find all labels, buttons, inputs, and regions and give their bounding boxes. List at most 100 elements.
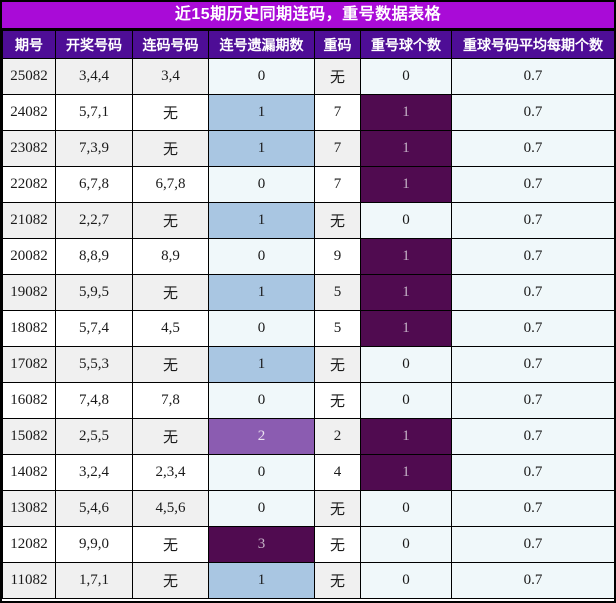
average-cell: 0.7 bbox=[451, 274, 614, 311]
period-cell: 18082 bbox=[2, 310, 56, 347]
table-row: 11082 1,7,1 无 1 无 0 0.7 bbox=[2, 562, 614, 599]
period-cell: 21082 bbox=[2, 202, 56, 239]
average-cell: 0.7 bbox=[451, 130, 614, 167]
table-row: 21082 2,2,7 无 1 无 0 0.7 bbox=[2, 202, 614, 239]
repeat-number-cell: 无 bbox=[314, 202, 361, 239]
gap-periods-cell: 0 bbox=[208, 490, 315, 527]
header-row: 期号 开奖号码 连码号码 连号遗漏期数 重码 重号球个数 重球号码平均每期个数 bbox=[2, 30, 614, 59]
repeat-number-cell: 无 bbox=[314, 382, 361, 419]
repeat-number-cell: 4 bbox=[314, 454, 361, 491]
repeat-count-cell: 1 bbox=[360, 310, 452, 347]
gap-periods-cell: 0 bbox=[208, 238, 315, 275]
table-row: 20082 8,8,9 8,9 0 9 1 0.7 bbox=[2, 238, 614, 275]
period-cell: 12082 bbox=[2, 526, 56, 563]
table-row: 13082 5,4,6 4,5,6 0 无 0 0.7 bbox=[2, 490, 614, 527]
gap-periods-cell: 0 bbox=[208, 310, 315, 347]
consecutive-numbers-cell: 4,5,6 bbox=[132, 490, 209, 527]
period-cell: 24082 bbox=[2, 94, 56, 131]
period-cell: 17082 bbox=[2, 346, 56, 383]
period-cell: 11082 bbox=[2, 562, 56, 599]
winning-numbers-cell: 7,3,9 bbox=[55, 130, 133, 167]
table-row: 25082 3,4,4 3,4 0 无 0 0.7 bbox=[2, 58, 614, 95]
repeat-number-cell: 无 bbox=[314, 58, 361, 95]
repeat-count-cell: 0 bbox=[360, 562, 452, 599]
consecutive-numbers-cell: 4,5 bbox=[132, 310, 209, 347]
winning-numbers-cell: 5,7,1 bbox=[55, 94, 133, 131]
consecutive-numbers-cell: 3,4 bbox=[132, 58, 209, 95]
repeat-count-cell: 1 bbox=[360, 130, 452, 167]
table-row: 14082 3,2,4 2,3,4 0 4 1 0.7 bbox=[2, 454, 614, 491]
table-body: 25082 3,4,4 3,4 0 无 0 0.7 24082 5,7,1 无 1 7 1 0.7 2308… bbox=[2, 58, 614, 599]
winning-numbers-cell: 5,7,4 bbox=[55, 310, 133, 347]
repeat-number-cell: 7 bbox=[314, 130, 361, 167]
period-cell: 20082 bbox=[2, 238, 56, 275]
table-row: 17082 5,5,3 无 1 无 0 0.7 bbox=[2, 346, 614, 383]
period-cell: 22082 bbox=[2, 166, 56, 203]
repeat-count-cell: 0 bbox=[360, 526, 452, 563]
header-cell-period: 期号 bbox=[2, 30, 56, 59]
winning-numbers-cell: 3,2,4 bbox=[55, 454, 133, 491]
average-cell: 0.7 bbox=[451, 382, 614, 419]
gap-periods-cell: 1 bbox=[208, 202, 315, 239]
winning-numbers-cell: 2,5,5 bbox=[55, 418, 133, 455]
average-cell: 0.7 bbox=[451, 346, 614, 383]
repeat-count-cell: 1 bbox=[360, 274, 452, 311]
table-row: 12082 9,9,0 无 3 无 0 0.7 bbox=[2, 526, 614, 563]
repeat-number-cell: 无 bbox=[314, 526, 361, 563]
repeat-number-cell: 7 bbox=[314, 166, 361, 203]
gap-periods-cell: 0 bbox=[208, 58, 315, 95]
average-cell: 0.7 bbox=[451, 238, 614, 275]
gap-periods-cell: 3 bbox=[208, 526, 315, 563]
page-title: 近15期历史同期连码，重号数据表格 bbox=[174, 6, 442, 23]
header-cell-average: 重球号码平均每期个数 bbox=[451, 30, 614, 59]
table-row: 18082 5,7,4 4,5 0 5 1 0.7 bbox=[2, 310, 614, 347]
gap-periods-cell: 0 bbox=[208, 166, 315, 203]
average-cell: 0.7 bbox=[451, 166, 614, 203]
winning-numbers-cell: 9,9,0 bbox=[55, 526, 133, 563]
repeat-number-cell: 无 bbox=[314, 490, 361, 527]
gap-periods-cell: 1 bbox=[208, 94, 315, 131]
gap-periods-cell: 0 bbox=[208, 454, 315, 491]
repeat-count-cell: 0 bbox=[360, 490, 452, 527]
winning-numbers-cell: 6,7,8 bbox=[55, 166, 133, 203]
repeat-count-cell: 0 bbox=[360, 346, 452, 383]
average-cell: 0.7 bbox=[451, 58, 614, 95]
data-table: 期号 开奖号码 连码号码 连号遗漏期数 重码 重号球个数 重球号码平均每期个数 … bbox=[2, 30, 614, 599]
table-row: 16082 7,4,8 7,8 0 无 0 0.7 bbox=[2, 382, 614, 419]
average-cell: 0.7 bbox=[451, 310, 614, 347]
gap-periods-cell: 1 bbox=[208, 274, 315, 311]
table-row: 19082 5,9,5 无 1 5 1 0.7 bbox=[2, 274, 614, 311]
winning-numbers-cell: 5,5,3 bbox=[55, 346, 133, 383]
header-cell-repeat-number: 重码 bbox=[314, 30, 361, 59]
winning-numbers-cell: 5,9,5 bbox=[55, 274, 133, 311]
gap-periods-cell: 1 bbox=[208, 562, 315, 599]
consecutive-numbers-cell: 2,3,4 bbox=[132, 454, 209, 491]
period-cell: 19082 bbox=[2, 274, 56, 311]
average-cell: 0.7 bbox=[451, 94, 614, 131]
average-cell: 0.7 bbox=[451, 454, 614, 491]
title-banner: 近15期历史同期连码，重号数据表格 bbox=[2, 2, 614, 30]
winning-numbers-cell: 7,4,8 bbox=[55, 382, 133, 419]
consecutive-numbers-cell: 无 bbox=[132, 346, 209, 383]
average-cell: 0.7 bbox=[451, 562, 614, 599]
repeat-count-cell: 1 bbox=[360, 454, 452, 491]
gap-periods-cell: 0 bbox=[208, 382, 315, 419]
consecutive-numbers-cell: 无 bbox=[132, 94, 209, 131]
repeat-count-cell: 1 bbox=[360, 238, 452, 275]
header-cell-gap-periods: 连号遗漏期数 bbox=[208, 30, 315, 59]
repeat-count-cell: 1 bbox=[360, 166, 452, 203]
period-cell: 25082 bbox=[2, 58, 56, 95]
header-cell-winning-numbers: 开奖号码 bbox=[55, 30, 133, 59]
repeat-count-cell: 0 bbox=[360, 58, 452, 95]
table-row: 24082 5,7,1 无 1 7 1 0.7 bbox=[2, 94, 614, 131]
repeat-count-cell: 1 bbox=[360, 418, 452, 455]
repeat-number-cell: 9 bbox=[314, 238, 361, 275]
average-cell: 0.7 bbox=[451, 202, 614, 239]
period-cell: 14082 bbox=[2, 454, 56, 491]
table-row: 22082 6,7,8 6,7,8 0 7 1 0.7 bbox=[2, 166, 614, 203]
winning-numbers-cell: 3,4,4 bbox=[55, 58, 133, 95]
repeat-number-cell: 2 bbox=[314, 418, 361, 455]
table-row: 23082 7,3,9 无 1 7 1 0.7 bbox=[2, 130, 614, 167]
repeat-count-cell: 1 bbox=[360, 94, 452, 131]
